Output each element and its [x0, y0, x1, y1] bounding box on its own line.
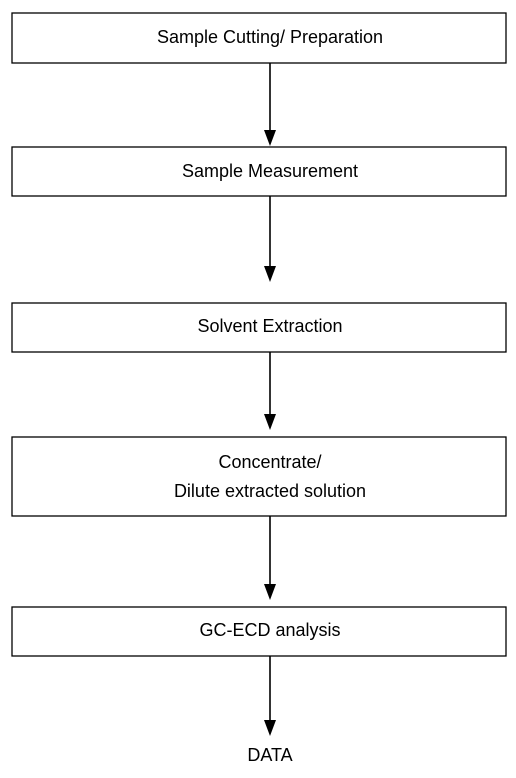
process-box [11, 302, 507, 353]
arrow [264, 656, 276, 736]
box-label: Sample Measurement [182, 161, 358, 181]
output-label: DATA [247, 745, 292, 765]
arrow [264, 352, 276, 430]
box-label: Sample Cutting/ Preparation [157, 27, 383, 47]
box-label: GC-ECD analysis [199, 620, 340, 640]
process-box [11, 606, 507, 657]
process-box [11, 12, 507, 64]
box-label: Concentrate/ [218, 452, 321, 472]
arrow [264, 516, 276, 600]
box-label: Solvent Extraction [197, 316, 342, 336]
box-label: Dilute extracted solution [174, 481, 366, 501]
process-box [11, 146, 507, 197]
arrow [264, 196, 276, 282]
process-box [11, 436, 507, 517]
arrow [264, 63, 276, 146]
